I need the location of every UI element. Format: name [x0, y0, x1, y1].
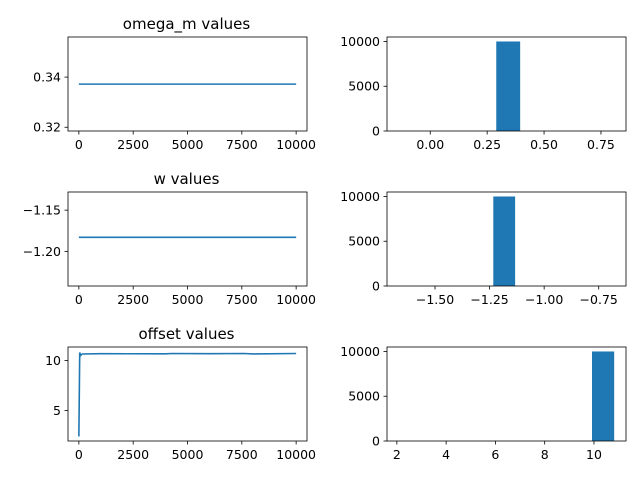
offset-trace-x-tick-label: 7500: [226, 447, 258, 462]
w-hist-x-tick-label: −1.00: [525, 292, 563, 307]
w-trace-y-tick-label: −1.20: [23, 244, 61, 259]
w-hist-y-tick-label: 0: [372, 279, 380, 294]
omega-m-hist-axes-frame: [386, 36, 627, 132]
w-hist-x-tick-label: −1.25: [470, 292, 508, 307]
w-trace-x-tick-label: 10000: [276, 292, 316, 307]
offset-trace-x-tick-label: 2500: [117, 447, 149, 462]
offset-trace-plot: offset values 0 2500 5000 7500 10000 5 10: [45, 325, 316, 462]
omega-m-trace-x-tick-label: 5000: [172, 137, 204, 152]
w-trace-axes-frame: [67, 191, 308, 287]
offset-hist-x-tick-label: 2: [393, 447, 401, 462]
omega-m-hist-x-tick-label: 0.25: [473, 137, 501, 152]
offset-trace-x-tick-label: 0: [75, 447, 83, 462]
offset-histogram: 2 4 6 8 10 0 5000 10000: [340, 344, 627, 462]
omega-m-title: omega_m values: [123, 15, 251, 34]
w-trace-x-tick-label: 2500: [117, 292, 149, 307]
omega-m-histogram: 0.00 0.25 0.50 0.75 0 5000 10000: [340, 34, 627, 152]
omega-m-trace-x-tick-label: 2500: [117, 137, 149, 152]
w-trace-plot: w values 0 2500 5000 7500 10000 −1.20 −1.15: [23, 170, 316, 307]
offset-hist-x-tick-label: 6: [491, 447, 499, 462]
omega-m-hist-y-tick-label: 5000: [348, 79, 380, 94]
w-trace-x-tick-label: 5000: [172, 292, 204, 307]
omega-m-hist-y-tick-label: 10000: [340, 34, 380, 49]
omega-m-trace-y-tick-label: 0.34: [33, 70, 61, 85]
offset-hist-x-tick-label: 10: [586, 447, 602, 462]
omega-m-trace-y-tick-label: 0.32: [33, 120, 61, 135]
w-hist-axes-frame: [386, 191, 627, 287]
omega-m-hist-x-tick-label: 0.75: [587, 137, 615, 152]
omega-m-trace-x-tick-label: 0: [75, 137, 83, 152]
offset-hist-bar: [591, 351, 615, 441]
omega-m-hist-y-tick-label: 0: [372, 124, 380, 139]
offset-trace-x-tick-label: 5000: [172, 447, 204, 462]
offset-hist-x-tick-label: 4: [442, 447, 450, 462]
omega-m-hist-x-tick-label: 0.50: [530, 137, 558, 152]
offset-trace-y-tick-label: 5: [53, 403, 61, 418]
w-hist-bar: [493, 196, 516, 286]
offset-hist-x-tick-label: 8: [541, 447, 549, 462]
w-trace-x-tick-label: 7500: [226, 292, 258, 307]
w-hist-y-tick-label: 5000: [348, 234, 380, 249]
omega-m-trace-x-tick-label: 7500: [226, 137, 258, 152]
offset-title: offset values: [139, 325, 235, 343]
offset-trace-axes-frame: [67, 346, 308, 442]
offset-trace-x-tick-label: 10000: [276, 447, 316, 462]
w-title: w values: [154, 170, 220, 188]
offset-hist-y-tick-label: 10000: [340, 344, 380, 359]
offset-hist-axes-frame: [386, 346, 627, 442]
offset-hist-y-tick-label: 0: [372, 434, 380, 449]
omega-m-trace-plot: omega_m values 0 2500 5000 7500 10000 0.32 0.3…: [33, 15, 316, 152]
w-trace-y-tick-label: −1.15: [23, 203, 61, 218]
omega-m-trace-x-tick-label: 10000: [276, 137, 316, 152]
offset-trace-series-line: [78, 352, 297, 437]
w-trace-x-tick-label: 0: [75, 292, 83, 307]
w-hist-x-tick-label: −1.50: [416, 292, 454, 307]
omega-m-hist-bar: [496, 41, 521, 131]
w-histogram: −1.50 −1.25 −1.00 −0.75 0 5000 10000: [340, 189, 627, 307]
w-hist-x-tick-label: −0.75: [580, 292, 618, 307]
offset-trace-y-tick-label: 10: [45, 353, 61, 368]
offset-hist-y-tick-label: 5000: [348, 389, 380, 404]
w-hist-y-tick-label: 10000: [340, 189, 380, 204]
omega-m-hist-x-tick-label: 0.00: [416, 137, 444, 152]
